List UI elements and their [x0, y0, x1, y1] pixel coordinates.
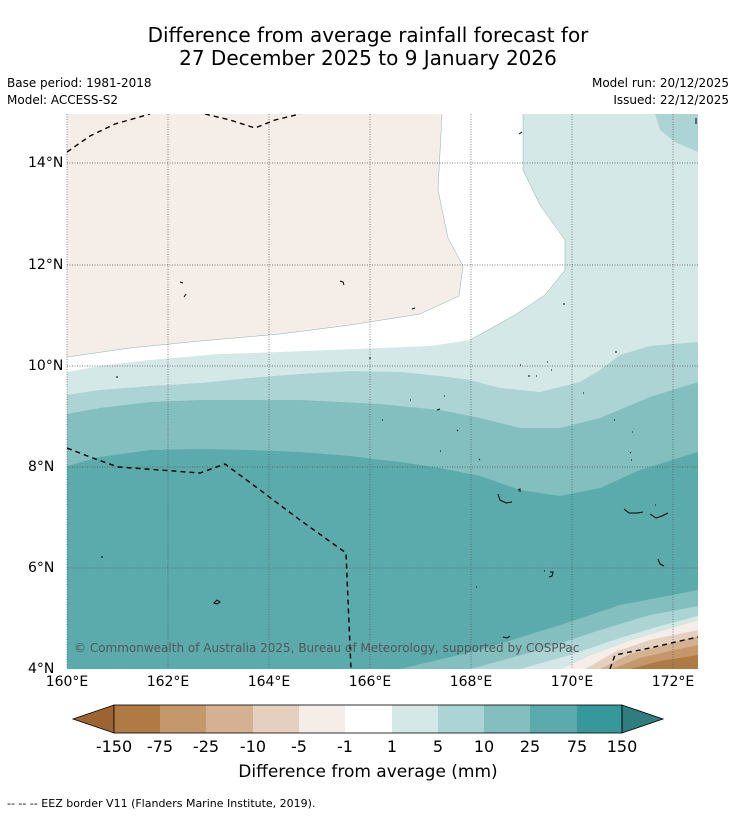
- copyright-notice: © Commonwealth of Australia 2025, Bureau…: [74, 641, 580, 655]
- colorbar-swatch: [160, 705, 206, 733]
- colorbar-swatch: [577, 705, 622, 733]
- colorbar-label: 5: [432, 737, 444, 756]
- issued-date: Issued: 22/12/2025: [613, 93, 729, 107]
- colorbar-swatch: [530, 705, 577, 733]
- lon-label: 164°E: [247, 674, 291, 690]
- lon-label: 160°E: [45, 674, 89, 690]
- colorbar-swatch: [299, 705, 345, 733]
- lon-label: 172°E: [651, 674, 695, 690]
- colorbar-title: Difference from average (mm): [238, 762, 498, 782]
- band-wet-5-10-south: [470, 606, 698, 669]
- lon-label: 162°E: [146, 674, 190, 690]
- colorbar-label: 1: [386, 737, 398, 756]
- colorbar-extend-high: [621, 704, 665, 734]
- lon-label: 166°E: [348, 674, 392, 690]
- lat-label: 6°N: [28, 560, 55, 576]
- colorbar-label: -75: [146, 737, 174, 756]
- colorbar: [71, 704, 665, 734]
- colorbar-label: 10: [473, 737, 495, 756]
- colorbar-swatch: [345, 705, 392, 733]
- colorbar-label: -150: [95, 737, 133, 756]
- band-wet-10-25-south: [400, 590, 698, 669]
- eez-border: [67, 114, 698, 669]
- colorbar-extend-low: [71, 704, 115, 734]
- graticule: [66, 114, 698, 669]
- colorbar-swatch: [484, 705, 530, 733]
- model-name: Model: ACCESS-S2: [7, 93, 119, 107]
- colorbar-label: -25: [192, 737, 220, 756]
- band-dry-75-150: [630, 655, 698, 669]
- map-title-line2: 27 December 2025 to 9 January 2026: [179, 46, 557, 70]
- lon-label: 168°E: [449, 674, 493, 690]
- colorbar-swatch: [438, 705, 484, 733]
- lat-label: 10°N: [28, 358, 64, 374]
- colorbar-swatch: [253, 705, 299, 733]
- lat-label: 12°N: [28, 257, 64, 273]
- colorbar-label: 150: [606, 737, 638, 756]
- base-period: Base period: 1981-2018: [7, 76, 152, 90]
- colorbar-label: -1: [337, 737, 353, 756]
- lat-label: 14°N: [28, 155, 64, 171]
- band-wet-5-10-pocket: [655, 114, 698, 152]
- map-title-line1: Difference from average rainfall forecas…: [147, 23, 589, 47]
- islands: [101, 118, 697, 639]
- lat-label: 8°N: [28, 459, 55, 475]
- colorbar-label: 75: [566, 737, 588, 756]
- model-run: Model run: 20/12/2025: [591, 76, 729, 90]
- band-wet-1-5-south: [520, 616, 698, 669]
- band-dry-1-5-north: [67, 114, 463, 357]
- colorbar-label: -5: [291, 737, 307, 756]
- eez-legend: -- -- -- EEZ border V11 (Flanders Marine…: [7, 797, 316, 810]
- lat-label: 4°N: [28, 661, 55, 677]
- colorbar-label: 25: [519, 737, 541, 756]
- lon-label: 170°E: [550, 674, 594, 690]
- colorbar-swatch: [206, 705, 253, 733]
- colorbar-swatch: [392, 705, 438, 733]
- colorbar-label: -10: [239, 737, 267, 756]
- colorbar-swatch: [114, 705, 160, 733]
